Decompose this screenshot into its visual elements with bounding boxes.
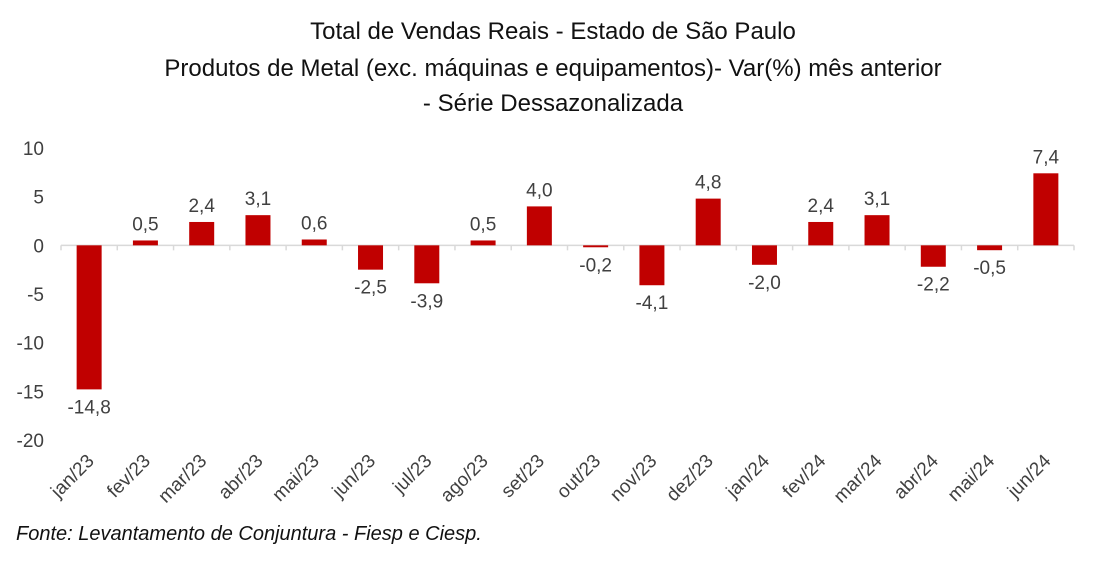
chart-title-line-2: Produtos de Metal (exc. máquinas e equip… (164, 55, 942, 82)
x-tick-label: dez/23 (663, 451, 718, 506)
bar-abr-23 (245, 215, 271, 246)
bars-group (60, 173, 1075, 390)
data-label: 3,1 (864, 189, 890, 210)
bar-jan-24 (751, 245, 777, 265)
bar-out-23 (583, 245, 609, 248)
x-tick-label: mai/24 (944, 450, 999, 505)
x-tick-label: fev/23 (103, 451, 154, 502)
x-tick-label: jun/24 (1003, 450, 1055, 502)
y-tick-label: -5 (27, 285, 44, 306)
data-label: 0,5 (470, 214, 496, 235)
x-tick-label: fev/24 (779, 450, 831, 502)
x-tick-label: jul/23 (389, 451, 437, 499)
x-tick-label: mar/24 (830, 450, 887, 507)
chart-title-line-1: Total de Vendas Reais - Estado de São Pa… (310, 18, 796, 45)
bar-set-23 (526, 206, 552, 246)
value-labels-group: -14,8 0,5 2,4 3,1 0,6 -2,5 -3,9 0,5 4,0 -0,2 -4,1 4… (67, 147, 1059, 418)
data-label: -14,8 (67, 397, 110, 418)
data-label: -2,0 (748, 273, 781, 294)
bar-jun-23 (358, 245, 384, 270)
y-tick-label: -20 (17, 431, 44, 452)
data-label: 3,1 (245, 189, 271, 210)
bar-nov-23 (639, 245, 665, 286)
x-tick-label: set/23 (497, 451, 548, 502)
bar-fev-23 (132, 240, 158, 246)
bar-mai-24 (977, 245, 1003, 251)
x-axis-labels: jan/23 fev/23 mar/23 abr/23 mai/23 jun/23 jul/… (47, 450, 1056, 507)
x-tick-label: nov/23 (606, 451, 661, 506)
y-tick-label: 10 (23, 139, 44, 160)
x-tick-label: abr/23 (215, 451, 268, 504)
x-tick-label: mar/23 (155, 451, 212, 508)
data-label: 7,4 (1033, 147, 1060, 168)
x-tick-label: mai/23 (269, 451, 324, 506)
data-label: -2,2 (917, 275, 950, 296)
data-label: 2,4 (188, 196, 215, 217)
data-label: -2,5 (354, 278, 387, 299)
bar-fev-24 (808, 221, 834, 246)
x-tick-label: ago/23 (437, 451, 493, 507)
bar-ago-23 (470, 240, 496, 246)
bar-jul-23 (414, 245, 440, 284)
y-tick-label: -15 (17, 382, 44, 403)
chart-title-line-3: - Série Dessazonalizada (422, 90, 684, 117)
source-note: Fonte: Levantamento de Conjuntura - Fies… (16, 523, 482, 545)
x-tick-label: jun/23 (328, 451, 380, 503)
bar-mar-23 (189, 221, 215, 246)
data-label: -0,2 (579, 255, 612, 276)
data-label: 4,8 (695, 173, 721, 194)
bar-jan-23 (76, 245, 102, 390)
y-tick-label: 0 (33, 236, 44, 257)
bar-dez-23 (695, 198, 721, 246)
data-label: 0,5 (132, 214, 158, 235)
data-label: -3,9 (410, 291, 443, 312)
y-tick-label: 5 (33, 188, 44, 209)
x-tick-label: jan/23 (47, 451, 99, 503)
bar-mar-24 (864, 215, 890, 246)
bar-jun-24 (1033, 173, 1059, 246)
bar-abr-24 (920, 245, 946, 267)
x-tick-label: abr/24 (890, 450, 943, 503)
y-tick-label: -10 (17, 334, 44, 355)
y-axis-ticks: 10 5 0 -5 -10 -15 -20 (17, 139, 44, 452)
data-label: -0,5 (973, 258, 1006, 279)
data-label: 2,4 (808, 196, 835, 217)
bar-mai-23 (301, 239, 327, 246)
data-label: 0,6 (301, 213, 327, 234)
data-label: 4,0 (526, 180, 552, 201)
data-label: -4,1 (636, 293, 669, 314)
x-tick-label: out/23 (553, 451, 605, 503)
x-tick-label: jan/24 (722, 450, 774, 502)
